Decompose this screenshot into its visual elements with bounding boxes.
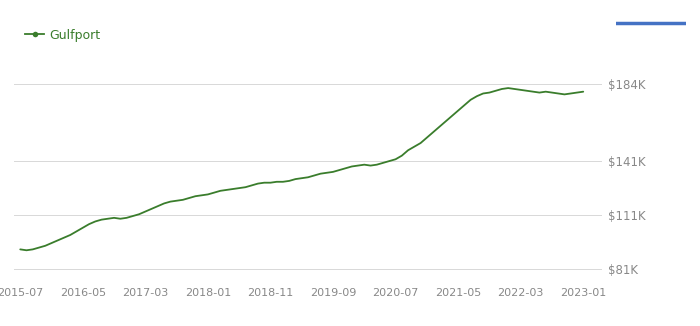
Legend: Gulfport: Gulfport bbox=[20, 24, 105, 47]
